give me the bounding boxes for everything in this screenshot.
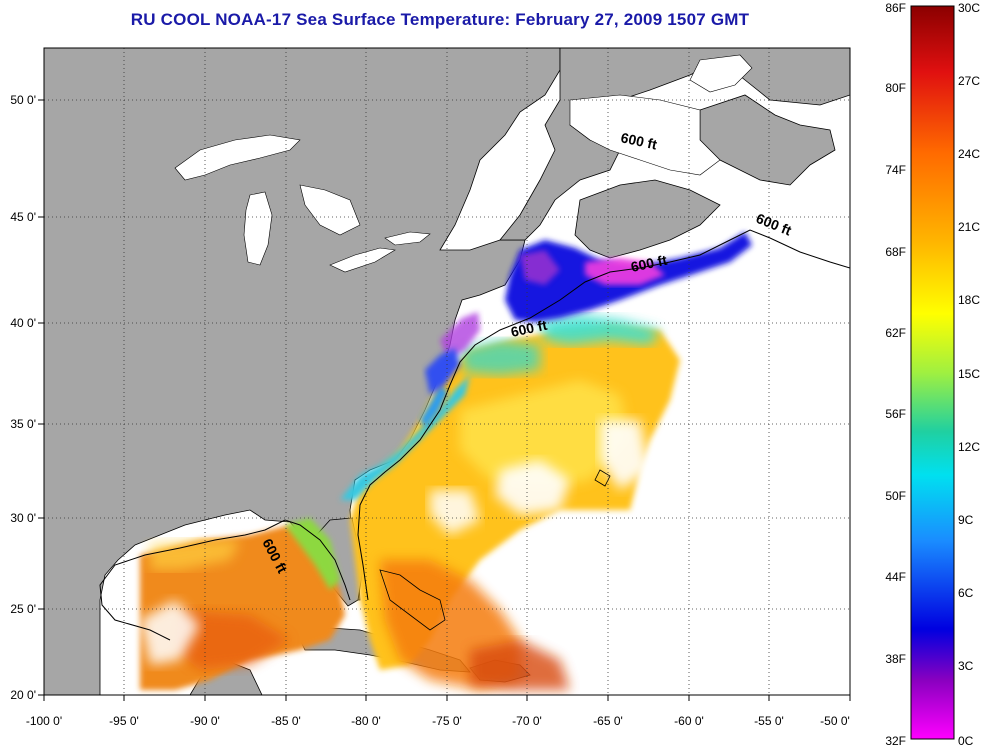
colorbar-c-label: 24C [958,147,980,161]
lon-tick-label: -60 0' [674,714,704,728]
lake-erie [329,247,396,273]
lake-huron [299,184,361,236]
lon-tick-label: -100 0' [26,714,62,728]
longitude-labels: -100 0' -95 0' -90 0' -85 0' -80 0' -75 … [26,714,850,728]
colorbar-c-label: 6C [958,586,974,600]
colorbar-f-label: 38F [885,652,906,666]
colorbar: 86F 80F 74F 68F 62F 56F 50F 44F 38F 32F … [885,1,980,748]
land-nova-scotia [574,179,721,259]
lon-tick-label: -65 0' [593,714,623,728]
colorbar-f-label: 44F [885,570,906,584]
sst-overlay [140,232,752,690]
colorbar-fahrenheit-labels: 86F 80F 74F 68F 62F 56F 50F 44F 38F 32F [885,1,906,748]
axis-ticks [38,99,851,701]
lat-tick-label: 35 0' [10,417,36,431]
lat-tick-label: 40 0' [10,316,36,330]
isobath-600ft-contour [99,229,850,641]
colorbar-f-label: 32F [885,734,906,748]
bahamas-outline [379,469,611,631]
lat-tick-label: 45 0' [10,210,36,224]
colorbar-f-label: 50F [885,489,906,503]
colorbar-f-label: 68F [885,245,906,259]
colorbar-c-label: 3C [958,659,974,673]
lon-tick-label: -70 0' [512,714,542,728]
contour-label-600ft: 600 ft [619,129,658,152]
colorbar-f-label: 56F [885,407,906,421]
map-title: RU COOL NOAA-17 Sea Surface Temperature:… [130,10,750,29]
colorbar-c-label: 15C [958,367,980,381]
lon-tick-label: -95 0' [109,714,139,728]
hudson-strait-water [689,54,753,93]
colorbar-f-label: 80F [885,81,906,95]
colorbar-gradient [910,5,955,740]
latitude-labels: 50 0' 45 0' 40 0' 35 0' 30 0' 25 0' 20 0… [10,93,36,702]
colorbar-c-label: 27C [958,74,980,88]
lon-tick-label: -75 0' [432,714,462,728]
lat-tick-label: 30 0' [10,511,36,525]
colorbar-f-label: 62F [885,326,906,340]
colorbar-c-label: 12C [958,440,980,454]
colorbar-c-label: 0C [958,734,974,748]
lake-superior [174,134,301,181]
colorbar-celsius-labels: 30C 27C 24C 21C 18C 15C 12C 9C 6C 3C 0C [958,1,980,748]
lon-tick-label: -85 0' [271,714,301,728]
lon-tick-label: -55 0' [754,714,784,728]
colorbar-f-label: 74F [885,163,906,177]
colorbar-c-label: 21C [958,220,980,234]
lat-tick-label: 20 0' [10,688,36,702]
colorbar-c-label: 30C [958,1,980,15]
lon-tick-label: -80 0' [351,714,381,728]
colorbar-c-label: 18C [958,293,980,307]
lon-tick-label: -50 0' [820,714,850,728]
lat-tick-label: 25 0' [10,602,36,616]
lon-tick-label: -90 0' [190,714,220,728]
colorbar-f-label: 86F [885,1,906,15]
lake-michigan [243,191,273,266]
contour-label-600ft: 600 ft [629,252,668,275]
lake-ontario [384,231,431,246]
lat-tick-label: 50 0' [10,93,36,107]
colorbar-c-label: 9C [958,513,974,527]
contour-label-600ft: 600 ft [509,317,548,340]
